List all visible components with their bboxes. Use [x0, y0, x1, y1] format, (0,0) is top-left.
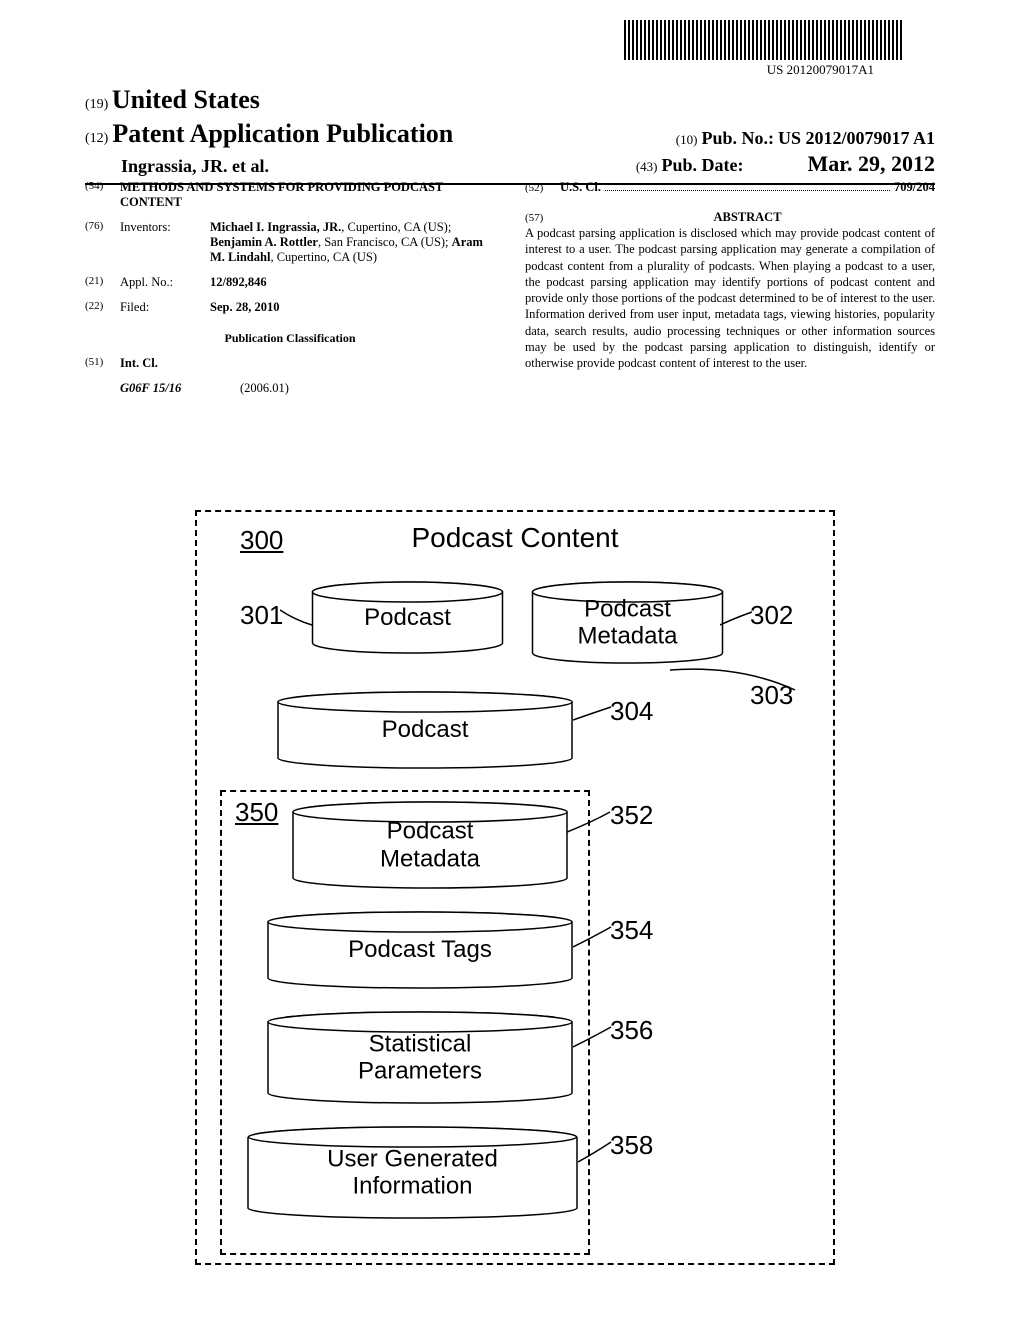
- ref-304: 304: [610, 696, 653, 727]
- ref-356: 356: [610, 1015, 653, 1046]
- country: United States: [112, 85, 260, 114]
- abstract-heading: ABSTRACT: [560, 210, 935, 225]
- ref-302: 302: [750, 600, 793, 631]
- body: (54) METHODS AND SYSTEMS FOR PROVIDING P…: [85, 180, 935, 406]
- cyl-304-text: Podcast: [275, 716, 575, 744]
- barcode: [624, 20, 904, 60]
- pubno-label: Pub. No.:: [701, 128, 774, 148]
- dotted-line: [605, 181, 890, 191]
- country-code: (19): [85, 97, 108, 112]
- uscl-code: (52): [525, 182, 560, 194]
- spacer: [85, 381, 120, 396]
- intcl-code: (51): [85, 356, 120, 371]
- pubno: US 2012/0079017 A1: [778, 128, 935, 148]
- cylinder-301: Podcast: [310, 580, 505, 655]
- uscl-label: U.S. Cl.: [560, 180, 601, 195]
- header: (19) United States (12) Patent Applicati…: [85, 85, 935, 185]
- intcl-class: G06F 15/16: [120, 381, 240, 396]
- cyl-301-text: Podcast: [310, 604, 505, 632]
- ref-350: 350: [235, 797, 278, 828]
- filed-date: Sep. 28, 2010: [210, 300, 495, 315]
- ref-300: 300: [240, 525, 283, 556]
- appl-code: (21): [85, 275, 120, 290]
- title-code: (54): [85, 180, 120, 210]
- cylinder-352: Podcast Metadata: [290, 800, 570, 890]
- left-column: (54) METHODS AND SYSTEMS FOR PROVIDING P…: [85, 180, 495, 406]
- abstract-text: A podcast parsing application is disclos…: [525, 225, 935, 371]
- inventors-code: (76): [85, 220, 120, 265]
- filed-code: (22): [85, 300, 120, 315]
- cylinder-304: Podcast: [275, 690, 575, 770]
- date-code: (43): [636, 159, 658, 174]
- diagram-title: Podcast Content: [195, 522, 835, 554]
- diagram: Podcast Content 300 Podcast 301 Podcast …: [195, 510, 835, 1270]
- ref-352: 352: [610, 800, 653, 831]
- type-code: (12): [85, 131, 108, 146]
- type: Patent Application Publication: [112, 119, 453, 148]
- intcl-year: (2006.01): [240, 381, 289, 396]
- cyl-302-text: Podcast Metadata: [530, 595, 725, 650]
- cyl-354-text: Podcast Tags: [265, 936, 575, 964]
- cylinder-302: Podcast Metadata: [530, 580, 725, 665]
- ref-301: 301: [240, 600, 283, 631]
- cylinder-354: Podcast Tags: [265, 910, 575, 990]
- cyl-352-text: Podcast Metadata: [290, 817, 570, 872]
- pub-class-heading: Publication Classification: [85, 331, 495, 346]
- inventors-value: Michael I. Ingrassia, JR., Cupertino, CA…: [210, 220, 495, 265]
- ref-358: 358: [610, 1130, 653, 1161]
- right-column: (52) U.S. Cl. 709/204 (57) ABSTRACT A po…: [525, 180, 935, 406]
- title: METHODS AND SYSTEMS FOR PROVIDING PODCAS…: [120, 180, 495, 210]
- cylinder-358: User Generated Information: [245, 1125, 580, 1220]
- filed-label: Filed:: [120, 300, 210, 315]
- abstract-code: (57): [525, 212, 560, 224]
- date-label: Pub. Date:: [661, 155, 743, 175]
- appl-label: Appl. No.:: [120, 275, 210, 290]
- barcode-text: US 20120079017A1: [767, 62, 874, 78]
- intcl-label: Int. Cl.: [120, 356, 158, 371]
- ref-354: 354: [610, 915, 653, 946]
- inventors-label: Inventors:: [120, 220, 210, 265]
- appl-no: 12/892,846: [210, 275, 495, 290]
- cylinder-356: Statistical Parameters: [265, 1010, 575, 1105]
- pubno-code: (10): [676, 132, 698, 147]
- cyl-356-text: Statistical Parameters: [265, 1030, 575, 1085]
- uscl-value: 709/204: [894, 180, 935, 195]
- authors: Ingrassia, JR. et al.: [121, 156, 269, 176]
- cyl-358-text: User Generated Information: [245, 1145, 580, 1200]
- date: Mar. 29, 2012: [807, 151, 935, 176]
